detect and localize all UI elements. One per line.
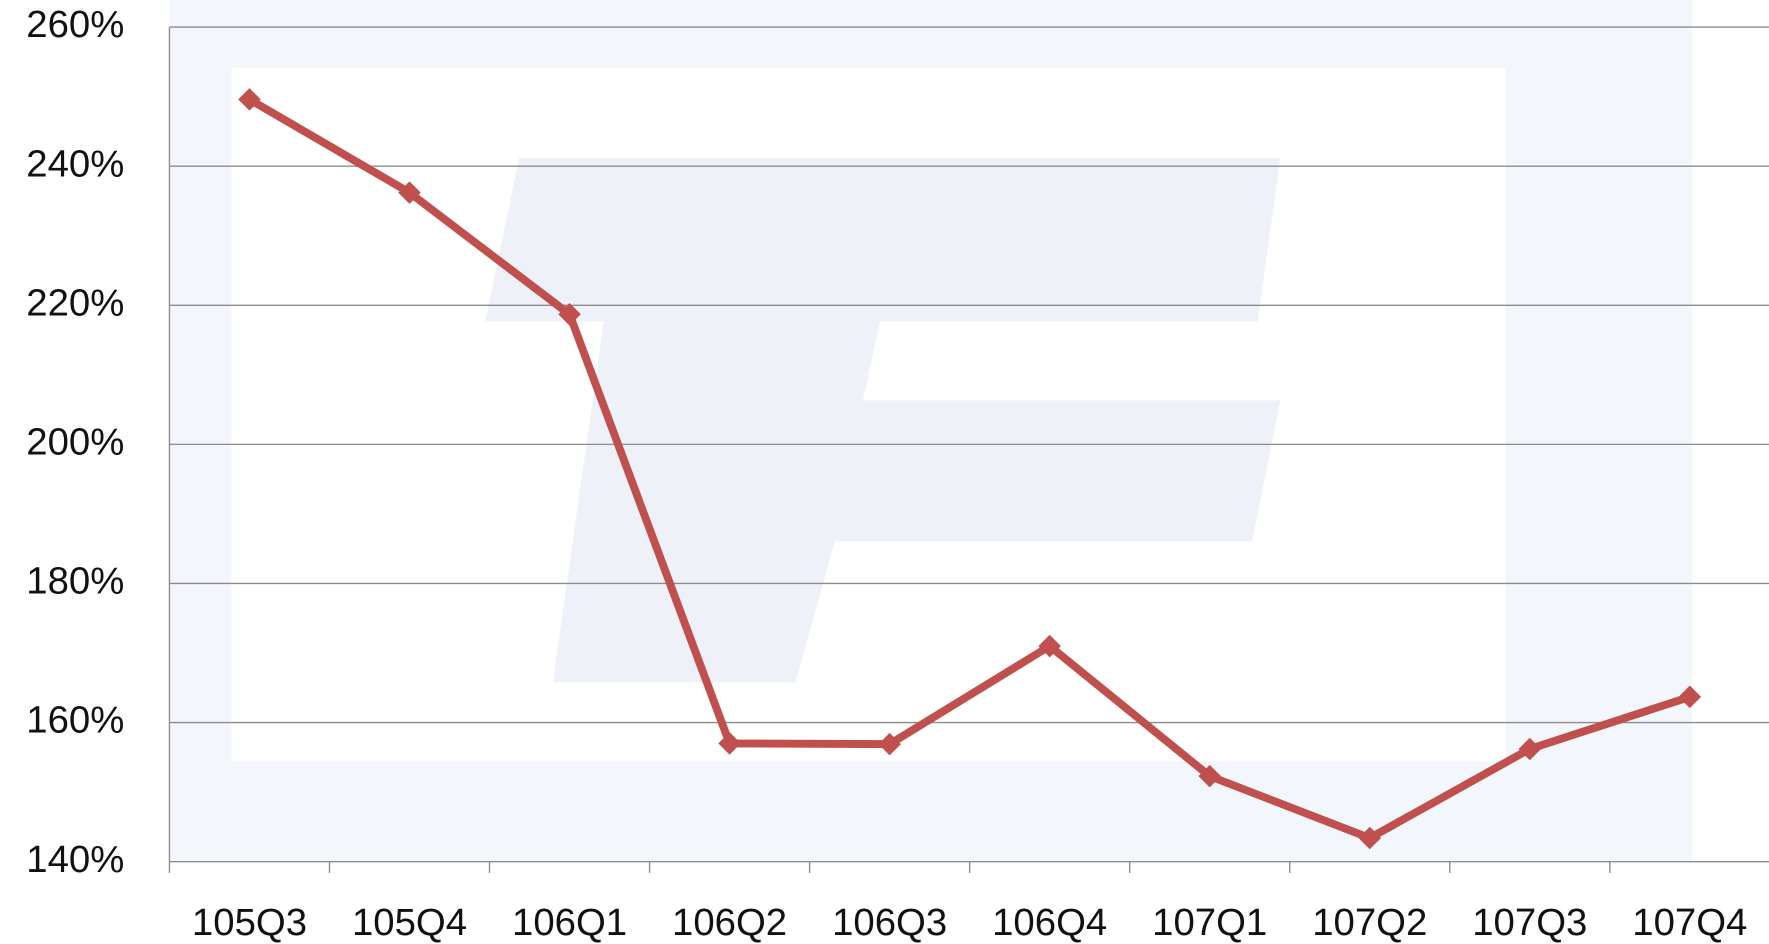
x-tick-label: 105Q4 <box>352 901 467 944</box>
y-tick-label: 200% <box>26 420 124 463</box>
x-tick-label: 107Q3 <box>1472 901 1587 944</box>
x-tick-label: 107Q4 <box>1632 901 1747 944</box>
y-tick-label: 160% <box>26 699 124 742</box>
x-tick-label: 106Q2 <box>672 901 787 944</box>
data-marker <box>238 88 261 111</box>
x-tick-label: 105Q3 <box>192 901 307 944</box>
x-tick-label: 107Q1 <box>1152 901 1267 944</box>
y-tick-label: 140% <box>26 838 124 881</box>
y-tick-label: 220% <box>26 281 124 324</box>
x-tick-label: 106Q3 <box>832 901 947 944</box>
x-tick-label: 106Q1 <box>512 901 627 944</box>
y-tick-label: 260% <box>26 3 124 46</box>
x-tick-label: 107Q2 <box>1312 901 1427 944</box>
data-marker <box>1678 685 1702 709</box>
data-marker <box>558 303 581 326</box>
data-marker <box>398 181 421 204</box>
y-tick-label: 180% <box>26 560 124 603</box>
y-tick-label: 240% <box>26 142 124 185</box>
x-tick-label: 106Q4 <box>992 901 1107 944</box>
data-line <box>247 95 1692 842</box>
watermark <box>169 0 1693 862</box>
